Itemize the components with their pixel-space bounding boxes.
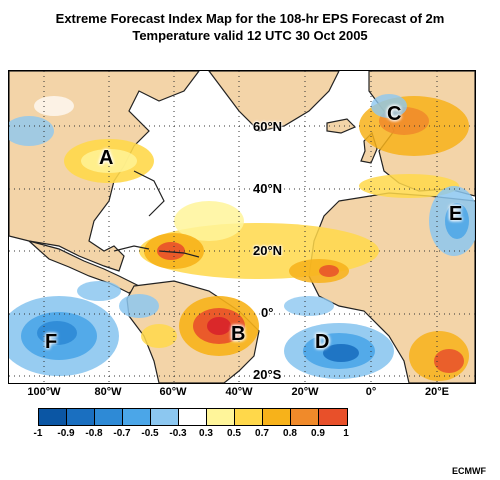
credit-label: ECMWF: [452, 466, 486, 476]
legend-swatch: [319, 409, 347, 425]
legend-tick-label: -0.8: [85, 428, 103, 439]
legend-swatch: [151, 409, 179, 425]
legend-tick-label: -0.7: [113, 428, 131, 439]
map-canvas: [9, 71, 475, 383]
legend-tick-label: 0.7: [255, 428, 269, 439]
lat-label-20n: 20°N: [253, 243, 283, 258]
lat-label-0: 0°: [261, 305, 274, 320]
region-label-b: B: [231, 323, 246, 345]
region-label-c: C: [387, 103, 402, 125]
legend-tick-label: -0.5: [141, 428, 159, 439]
lon-label-60w: 60°W: [159, 386, 187, 398]
lon-label-20w: 20°W: [291, 386, 319, 398]
legend-tick-label: -0.3: [169, 428, 187, 439]
coastline-layer: [113, 170, 200, 258]
efi-map: 60°N 40°N 20°N 0° 20°S A B C D E F: [8, 70, 476, 384]
graticule: [9, 71, 475, 383]
color-legend: [38, 408, 348, 426]
legend-swatch: [235, 409, 263, 425]
legend-swatch: [291, 409, 319, 425]
title-line-2: Temperature valid 12 UTC 30 Oct 2005: [132, 28, 368, 43]
legend-tick-label: 1: [343, 428, 349, 439]
legend-swatch: [67, 409, 95, 425]
legend-swatch: [123, 409, 151, 425]
title-line-1: Extreme Forecast Index Map for the 108-h…: [55, 11, 445, 26]
lat-label-60n: 60°N: [253, 119, 283, 134]
lon-label-100w: 100°W: [27, 386, 61, 398]
legend-tick-label: -0.9: [57, 428, 75, 439]
cold-anomaly-layer: [9, 94, 475, 379]
lon-label-0: 0°: [365, 386, 377, 398]
legend-tick-label: 0.3: [199, 428, 213, 439]
region-label-e: E: [449, 203, 463, 225]
iceland-land: [326, 118, 357, 134]
region-label-f: F: [45, 331, 58, 353]
map-title: Extreme Forecast Index Map for the 108-h…: [0, 10, 500, 44]
lon-label-20e: 20°E: [425, 386, 449, 398]
legend-swatch: [39, 409, 67, 425]
lon-label-80w: 80°W: [94, 386, 122, 398]
legend-tick-label: 0.9: [311, 428, 325, 439]
lat-label-40n: 40°N: [253, 181, 283, 196]
region-label-d: D: [315, 331, 330, 353]
legend-swatch: [207, 409, 235, 425]
lat-label-20s: 20°S: [253, 367, 282, 382]
legend-swatch: [263, 409, 291, 425]
legend-tick-label: 0.5: [227, 428, 241, 439]
legend-swatch: [95, 409, 123, 425]
legend-swatch: [179, 409, 207, 425]
legend-tick-label: 0.8: [283, 428, 297, 439]
legend-tick-label: -1: [33, 428, 43, 439]
lon-label-40w: 40°W: [225, 386, 253, 398]
region-label-a: A: [99, 147, 114, 169]
